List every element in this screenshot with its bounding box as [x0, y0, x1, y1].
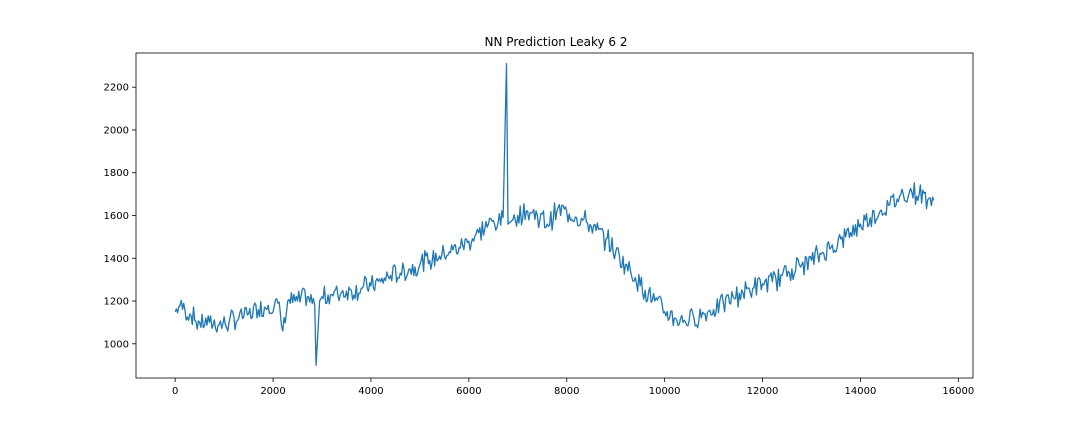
x-tick-label: 14000 [845, 386, 877, 397]
y-tick-label: 1200 [104, 297, 129, 308]
x-tick-label: 16000 [942, 386, 974, 397]
x-tick-label: 10000 [649, 386, 681, 397]
series-layer [174, 63, 935, 366]
plot-frame [135, 52, 974, 379]
x-tick-label: 0 [172, 386, 178, 397]
y-tick-label: 1800 [104, 168, 129, 179]
y-tick-label: 2000 [104, 125, 129, 136]
series-line-0 [174, 63, 935, 366]
x-tick-label: 8000 [554, 386, 579, 397]
y-tick-label: 1400 [104, 254, 129, 265]
x-tick-label: 6000 [456, 386, 481, 397]
y-tick-label: 1600 [104, 211, 129, 222]
y-tick-label: 2200 [104, 83, 129, 94]
x-tick-label: 2000 [260, 386, 285, 397]
x-tick-label: 12000 [747, 386, 779, 397]
x-axis: 0 2000 4000 6000 8000 10000 12000 14000 16000 [172, 378, 974, 397]
y-axis: 1000 1200 1400 1600 1800 2000 2200 [104, 83, 136, 350]
y-tick-label: 1000 [104, 339, 129, 350]
chart-title: NN Prediction Leaky 6 2 [485, 35, 628, 49]
x-tick-label: 4000 [358, 386, 383, 397]
